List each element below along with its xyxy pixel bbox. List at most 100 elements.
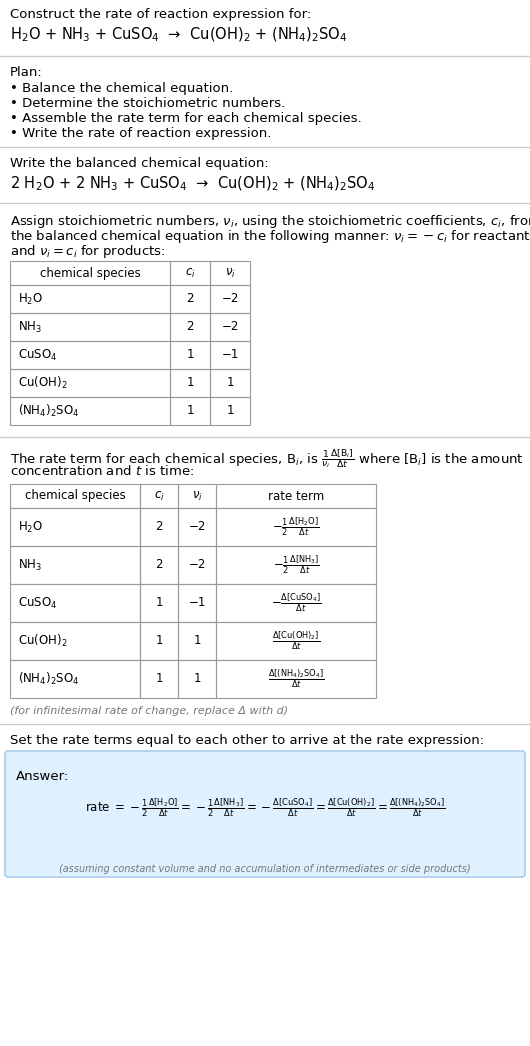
Text: rate term: rate term (268, 490, 324, 502)
Text: 2: 2 (186, 293, 194, 305)
FancyBboxPatch shape (5, 751, 525, 877)
Text: $\frac{\Delta[\mathrm{(NH_4)_2SO_4}]}{\Delta t}$: $\frac{\Delta[\mathrm{(NH_4)_2SO_4}]}{\D… (268, 667, 324, 690)
Bar (216, 622, 376, 660)
Text: −2: −2 (222, 293, 238, 305)
Text: • Write the rate of reaction expression.: • Write the rate of reaction expression. (10, 127, 271, 140)
Text: Cu(OH)$_2$: Cu(OH)$_2$ (18, 633, 67, 650)
Bar (210, 397, 250, 425)
Text: Assign stoichiometric numbers, $\nu_i$, using the stoichiometric coefficients, $: Assign stoichiometric numbers, $\nu_i$, … (10, 213, 530, 230)
Bar (216, 508, 376, 546)
Text: H$_2$O: H$_2$O (18, 520, 43, 535)
Text: chemical species: chemical species (24, 490, 126, 502)
Text: H$_2$O + NH$_3$ + CuSO$_4$  →  Cu(OH)$_2$ + (NH$_4$)$_2$SO$_4$: H$_2$O + NH$_3$ + CuSO$_4$ → Cu(OH)$_2$ … (10, 26, 348, 44)
Bar (210, 369, 250, 397)
Bar (10, 262, 170, 285)
Text: $-\frac{1}{2}\frac{\Delta[\mathrm{H_2O}]}{\Delta t}$: $-\frac{1}{2}\frac{\Delta[\mathrm{H_2O}]… (272, 516, 320, 539)
Bar (10, 313, 170, 341)
Bar (170, 262, 210, 285)
Text: • Assemble the rate term for each chemical species.: • Assemble the rate term for each chemic… (10, 112, 362, 126)
Bar (10, 369, 170, 397)
Bar (178, 508, 216, 546)
Text: Set the rate terms equal to each other to arrive at the rate expression:: Set the rate terms equal to each other t… (10, 734, 484, 747)
Bar (140, 584, 178, 622)
Bar (10, 341, 170, 369)
Text: 1: 1 (155, 673, 163, 685)
Text: CuSO$_4$: CuSO$_4$ (18, 595, 57, 611)
Text: Answer:: Answer: (16, 770, 69, 783)
Text: (NH$_4$)$_2$SO$_4$: (NH$_4$)$_2$SO$_4$ (18, 403, 80, 419)
Bar (210, 313, 250, 341)
Bar (10, 622, 140, 660)
Bar (210, 262, 250, 285)
Bar (10, 546, 140, 584)
Text: (NH$_4$)$_2$SO$_4$: (NH$_4$)$_2$SO$_4$ (18, 670, 80, 687)
Text: The rate term for each chemical species, B$_i$, is $\frac{1}{\nu_i}\frac{\Delta[: The rate term for each chemical species,… (10, 447, 524, 470)
Text: 1: 1 (226, 377, 234, 389)
Text: • Determine the stoichiometric numbers.: • Determine the stoichiometric numbers. (10, 97, 285, 110)
Bar (178, 622, 216, 660)
Bar (140, 622, 178, 660)
Text: Plan:: Plan: (10, 66, 43, 79)
Text: 2 H$_2$O + 2 NH$_3$ + CuSO$_4$  →  Cu(OH)$_2$ + (NH$_4$)$_2$SO$_4$: 2 H$_2$O + 2 NH$_3$ + CuSO$_4$ → Cu(OH)$… (10, 175, 375, 194)
Bar (10, 397, 170, 425)
Text: and $\nu_i = c_i$ for products:: and $\nu_i = c_i$ for products: (10, 243, 165, 260)
Bar (170, 285, 210, 313)
Text: 2: 2 (186, 320, 194, 334)
Bar (10, 584, 140, 622)
Bar (140, 484, 178, 508)
Text: −2: −2 (188, 521, 206, 533)
Bar (10, 508, 140, 546)
Text: • Balance the chemical equation.: • Balance the chemical equation. (10, 82, 233, 95)
Bar (10, 285, 170, 313)
Text: $\nu_i$: $\nu_i$ (191, 490, 202, 502)
Bar (216, 546, 376, 584)
Text: rate $= -\frac{1}{2}\frac{\Delta[\mathrm{H_2O}]}{\Delta t} = -\frac{1}{2}\frac{\: rate $= -\frac{1}{2}\frac{\Delta[\mathrm… (85, 797, 445, 819)
Bar (170, 341, 210, 369)
Bar (216, 484, 376, 508)
Bar (140, 546, 178, 584)
Text: 1: 1 (186, 377, 194, 389)
Text: $\frac{\Delta[\mathrm{Cu(OH)_2}]}{\Delta t}$: $\frac{\Delta[\mathrm{Cu(OH)_2}]}{\Delta… (272, 630, 320, 653)
Text: Write the balanced chemical equation:: Write the balanced chemical equation: (10, 157, 269, 170)
Bar (170, 369, 210, 397)
Bar (10, 484, 140, 508)
Text: H$_2$O: H$_2$O (18, 292, 43, 306)
Bar (178, 660, 216, 698)
Text: 2: 2 (155, 559, 163, 571)
Text: −2: −2 (188, 559, 206, 571)
Text: 1: 1 (193, 673, 201, 685)
Bar (170, 313, 210, 341)
Text: 2: 2 (155, 521, 163, 533)
Bar (210, 285, 250, 313)
Text: $c_i$: $c_i$ (184, 267, 196, 279)
Text: (assuming constant volume and no accumulation of intermediates or side products): (assuming constant volume and no accumul… (59, 864, 471, 874)
Text: the balanced chemical equation in the following manner: $\nu_i = -c_i$ for react: the balanced chemical equation in the fo… (10, 228, 530, 245)
Text: $-\frac{1}{2}\frac{\Delta[\mathrm{NH_3}]}{\Delta t}$: $-\frac{1}{2}\frac{\Delta[\mathrm{NH_3}]… (272, 553, 320, 576)
Bar (216, 584, 376, 622)
Text: −1: −1 (188, 596, 206, 610)
Text: 1: 1 (155, 596, 163, 610)
Bar (140, 508, 178, 546)
Text: −1: −1 (222, 348, 238, 362)
Text: CuSO$_4$: CuSO$_4$ (18, 347, 57, 363)
Text: chemical species: chemical species (40, 267, 140, 279)
Text: NH$_3$: NH$_3$ (18, 558, 42, 572)
Text: $-\frac{\Delta[\mathrm{CuSO_4}]}{\Delta t}$: $-\frac{\Delta[\mathrm{CuSO_4}]}{\Delta … (271, 592, 321, 614)
Text: −2: −2 (222, 320, 238, 334)
Text: $\nu_i$: $\nu_i$ (225, 267, 235, 279)
Text: NH$_3$: NH$_3$ (18, 319, 42, 335)
Text: 1: 1 (193, 635, 201, 647)
Bar (216, 660, 376, 698)
Bar (10, 660, 140, 698)
Bar (178, 584, 216, 622)
Text: 1: 1 (226, 405, 234, 417)
Text: 1: 1 (155, 635, 163, 647)
Bar (178, 546, 216, 584)
Bar (140, 660, 178, 698)
Text: Construct the rate of reaction expression for:: Construct the rate of reaction expressio… (10, 8, 311, 21)
Text: Cu(OH)$_2$: Cu(OH)$_2$ (18, 374, 67, 391)
Text: $c_i$: $c_i$ (154, 490, 164, 502)
Bar (170, 397, 210, 425)
Text: 1: 1 (186, 405, 194, 417)
Bar (210, 341, 250, 369)
